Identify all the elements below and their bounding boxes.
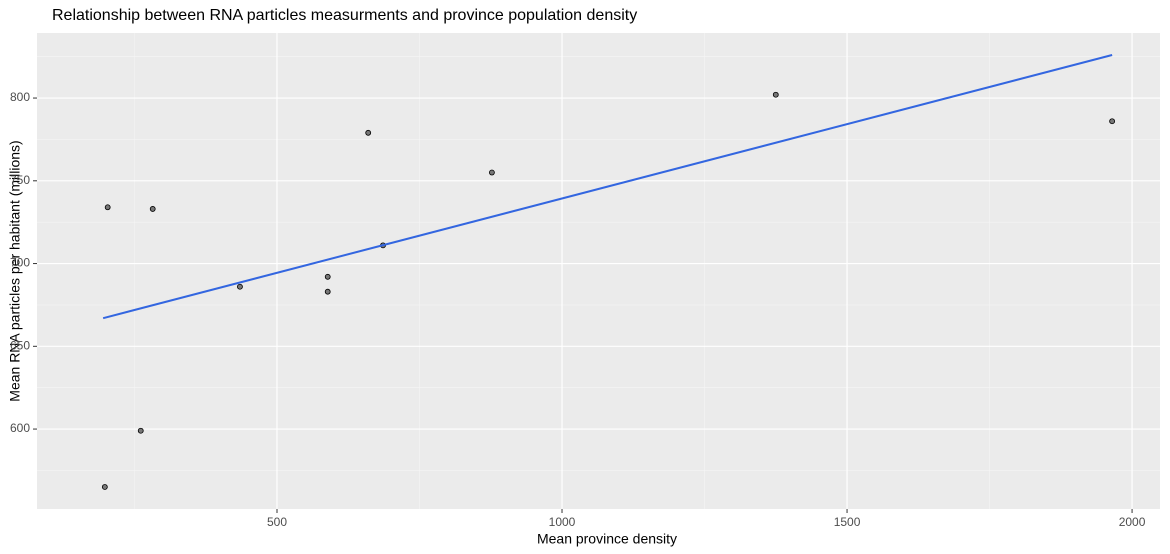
- point: [101, 484, 108, 490]
- y-tick-label: 600: [10, 421, 30, 435]
- point: [772, 91, 779, 98]
- x-axis-label: Mean province density: [537, 531, 677, 547]
- point: [104, 204, 111, 211]
- trend-line: [102, 54, 1113, 320]
- x-tick-label: 2000: [1119, 515, 1146, 529]
- x-tick-label: 1000: [549, 515, 576, 529]
- y-axis-label: Mean RNA particles per habitant (million…: [7, 140, 23, 401]
- y-tick-label: 650: [10, 338, 30, 352]
- point: [137, 427, 144, 434]
- y-tick-label: 750: [10, 173, 30, 187]
- point: [365, 129, 372, 136]
- y-tick-label: 700: [10, 256, 30, 270]
- x-tick-label: 1500: [834, 515, 861, 529]
- point: [324, 288, 331, 295]
- point: [149, 206, 156, 212]
- panel: [37, 33, 1160, 509]
- x-tick-label: 500: [267, 515, 287, 529]
- chart-title: Relationship between RNA particles measu…: [52, 7, 637, 24]
- point: [489, 169, 495, 176]
- point: [324, 273, 331, 280]
- point: [1109, 118, 1116, 125]
- point: [237, 283, 243, 290]
- y-tick-label: 800: [10, 90, 30, 104]
